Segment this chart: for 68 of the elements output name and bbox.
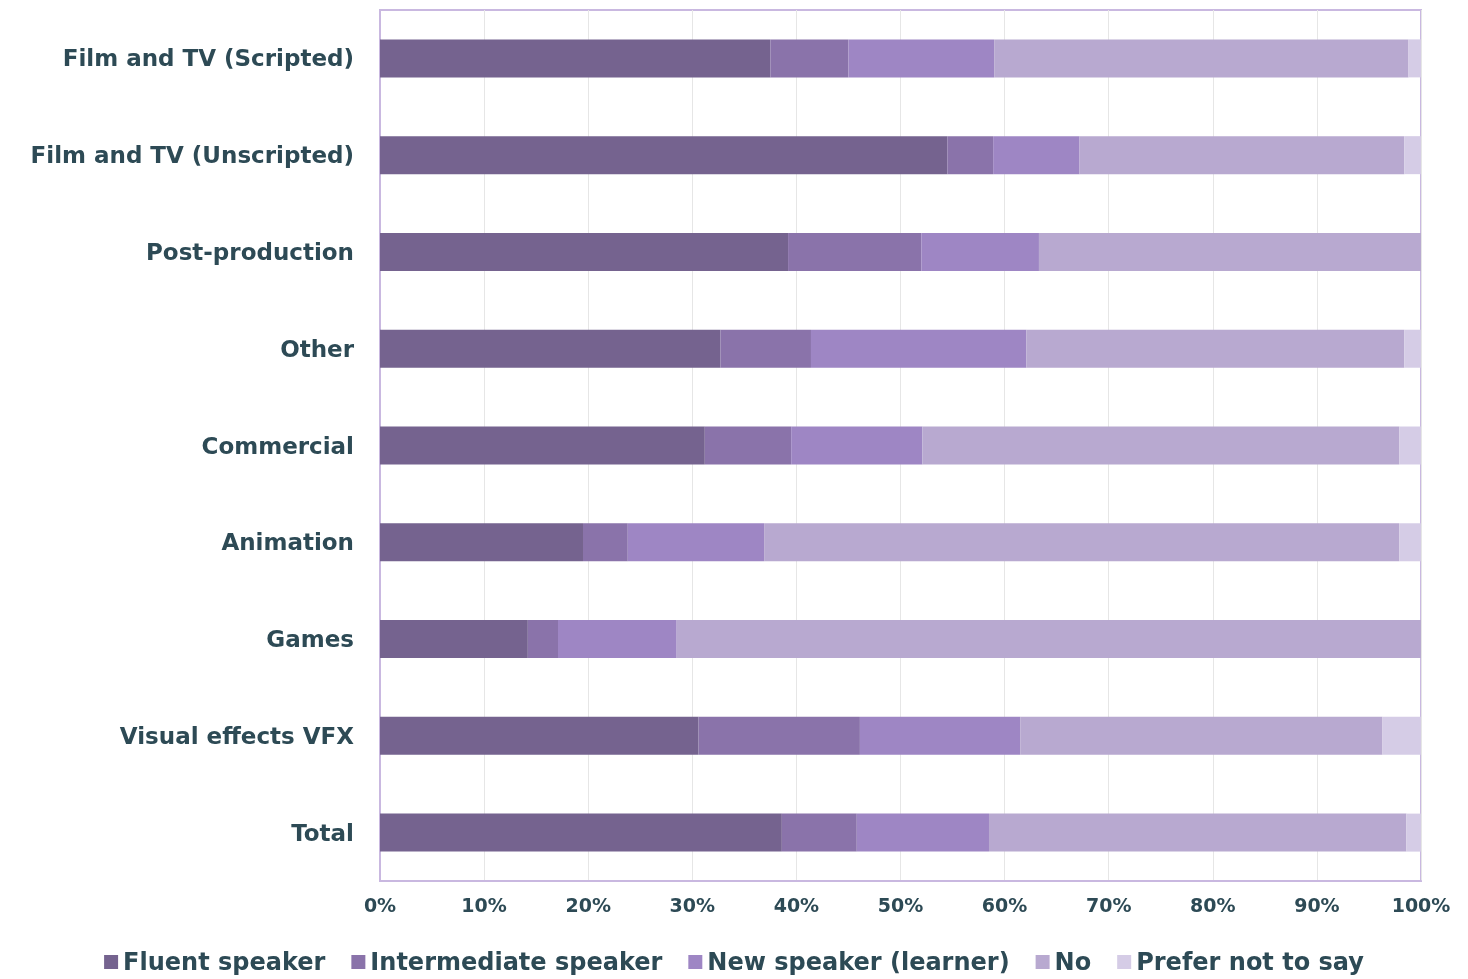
bar <box>720 329 811 368</box>
bar <box>1404 136 1421 175</box>
bar <box>1079 136 1405 175</box>
bar <box>859 716 1021 755</box>
x-tick-label: 60% <box>981 893 1028 916</box>
bar <box>781 813 857 852</box>
y-tick-label: Other <box>280 335 355 362</box>
bar <box>380 716 699 755</box>
bar <box>380 426 705 465</box>
bar <box>380 39 771 78</box>
x-tick-label: 50% <box>877 893 924 916</box>
bar <box>380 620 528 659</box>
legend-label: New speaker (learner) <box>707 948 1010 976</box>
y-tick-label: Film and TV (Scripted) <box>62 45 354 72</box>
bar <box>1399 523 1421 562</box>
bar <box>922 426 1400 465</box>
bar <box>583 523 628 562</box>
bar <box>380 813 782 852</box>
bar <box>627 523 765 562</box>
legend-label: Prefer not to say <box>1136 948 1365 976</box>
y-tick-label: Total <box>291 819 354 846</box>
bar <box>921 232 1039 271</box>
bar <box>1038 232 1421 271</box>
bar <box>676 620 1421 659</box>
legend-label: Intermediate speaker <box>370 948 663 976</box>
bar <box>791 426 923 465</box>
bar <box>1399 426 1421 465</box>
x-tick-label: 30% <box>669 893 716 916</box>
bar <box>856 813 989 852</box>
bar <box>993 136 1080 175</box>
y-tick-label: Commercial <box>201 432 354 459</box>
y-tick-label: Animation <box>221 529 354 556</box>
bar <box>380 136 948 175</box>
bar <box>764 523 1400 562</box>
y-tick-label: Film and TV (Unscripted) <box>30 142 354 169</box>
bar <box>1020 716 1383 755</box>
x-tick-label: 10% <box>461 893 507 916</box>
y-tick-label: Games <box>266 626 354 653</box>
bar <box>1026 329 1405 368</box>
bar <box>380 329 721 368</box>
bar <box>1406 813 1421 852</box>
x-tick-label: 90% <box>1294 893 1340 916</box>
bar <box>527 620 559 659</box>
x-tick-label: 80% <box>1190 893 1236 916</box>
x-tick-label: 100% <box>1391 893 1451 916</box>
bar <box>558 620 677 659</box>
bar <box>994 39 1409 78</box>
y-tick-label: Post-production <box>145 238 354 265</box>
bar <box>1404 329 1421 368</box>
bar <box>704 426 792 465</box>
bar <box>848 39 995 78</box>
legend-label: No <box>1054 948 1092 976</box>
bar <box>1408 39 1421 78</box>
x-tick-label: 70% <box>1085 893 1132 916</box>
x-tick-label: 0% <box>363 893 397 916</box>
bar <box>947 136 994 175</box>
bar <box>1382 716 1421 755</box>
bar <box>380 523 583 562</box>
bar <box>698 716 860 755</box>
x-tick-label: 20% <box>565 893 611 916</box>
bar <box>788 232 922 271</box>
y-tick-label: Visual effects VFX <box>119 722 355 749</box>
bar <box>988 813 1407 852</box>
bar <box>380 232 789 271</box>
x-tick-label: 40% <box>773 893 820 916</box>
bar <box>770 39 849 78</box>
legend-label: Fluent speaker <box>123 948 326 976</box>
bar <box>810 329 1027 368</box>
